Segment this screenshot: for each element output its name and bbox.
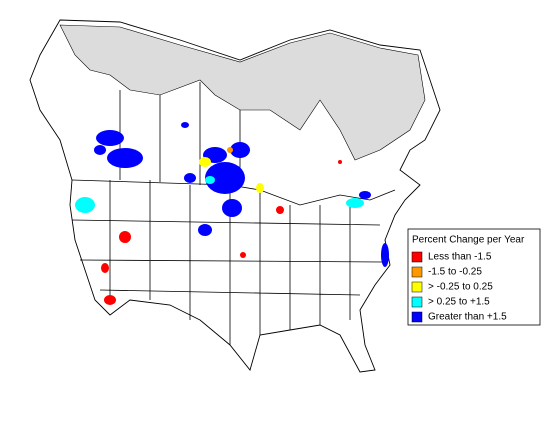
legend-items: Less than -1.5 -1.5 to -0.25 > -0.25 to 0.… [411,251,507,323]
state-borders [71,180,386,345]
trend-patch [104,295,116,305]
trend-patch [276,206,284,214]
legend-swatch [411,266,423,278]
legend-label: Greater than +1.5 [428,312,507,323]
trend-patch [359,191,371,199]
legend-box [407,228,541,326]
trend-patch [119,231,131,243]
legend-label: -1.5 to -0.25 [428,267,482,278]
legend-label: > -0.25 to 0.25 [428,282,493,293]
trend-patch [205,162,245,194]
trend-patch [181,122,189,128]
trend-patch [107,148,143,168]
trend-patch [222,199,242,217]
trend-patch [381,243,389,267]
trend-patch [101,263,109,273]
trend-patch [96,130,124,146]
trend-patch [198,224,212,236]
legend-label: Less than -1.5 [428,252,492,263]
legend-swatch [411,281,423,293]
trend-patch [227,147,233,153]
trend-patch [240,252,246,258]
trend-patch [199,157,211,167]
legend-title: Percent Change per Year [412,235,525,246]
legend-label: > 0.25 to +1.5 [428,297,490,308]
trend-patch [346,198,364,208]
trend-patch [256,183,264,193]
trend-patch [338,160,342,164]
trend-patch [94,145,106,155]
legend-swatch [411,296,423,308]
trend-patch [230,142,250,158]
legend-swatch [411,251,423,263]
trend-patch [205,176,215,184]
trend-patches [75,122,389,305]
legend-swatch [411,311,423,323]
trend-patch [75,197,95,213]
northern-region [59,24,426,161]
trend-patch [184,173,196,183]
